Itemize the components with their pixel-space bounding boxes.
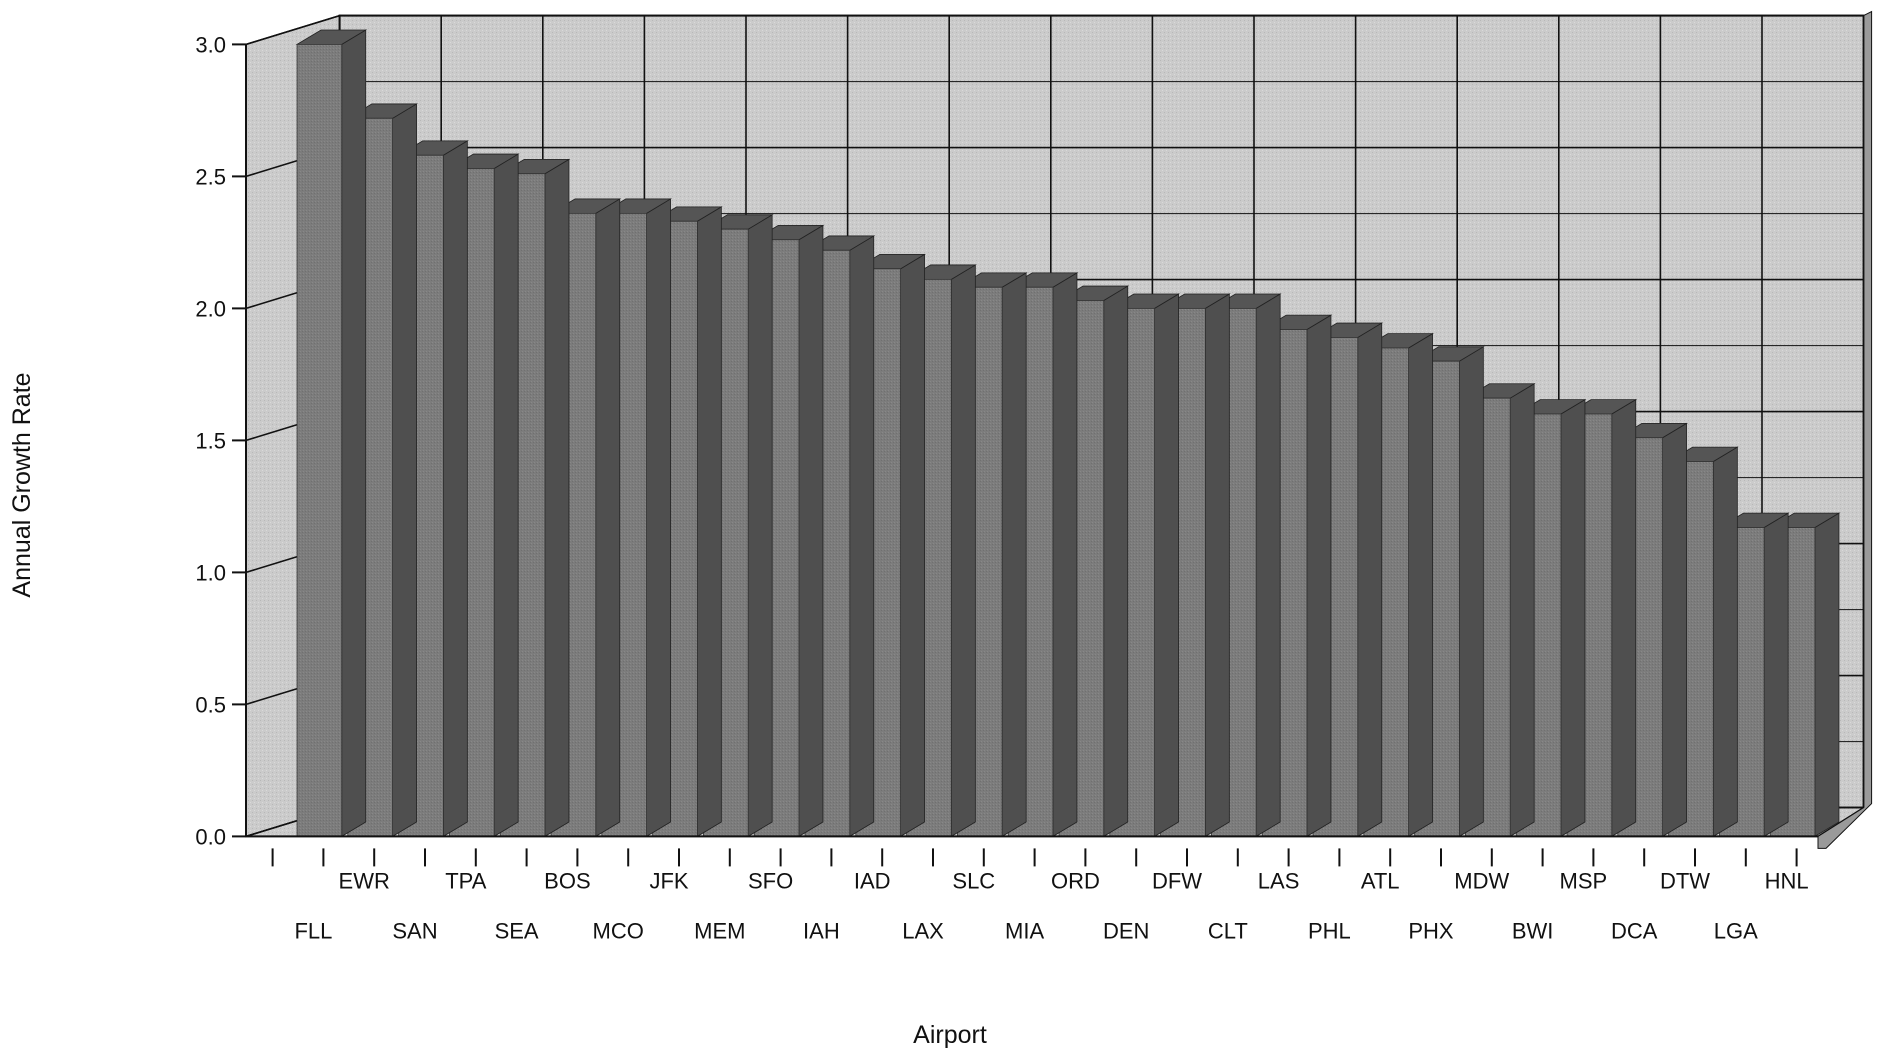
bar-side (1560, 398, 1586, 838)
x-tick-label-DFW: DFW (1152, 868, 1202, 893)
x-tick-label-MDW: MDW (1454, 868, 1509, 893)
bar-side (1204, 293, 1230, 838)
bar-front (296, 44, 343, 837)
x-tick-label-MCO: MCO (593, 918, 644, 943)
bar-side (442, 140, 468, 838)
x-tick-label-LGA: LGA (1714, 918, 1758, 943)
y-tick-label: 2.5 (195, 164, 226, 189)
bar-side (1662, 422, 1687, 838)
x-tick-label-BOS: BOS (544, 868, 590, 893)
x-tick-label-PHL: PHL (1308, 918, 1351, 943)
y-tick-label: 0.0 (195, 824, 226, 849)
bar-side (1154, 293, 1179, 838)
x-tick-label-CLT: CLT (1208, 918, 1248, 943)
bar-side (1408, 332, 1433, 838)
x-tick-label-BWI: BWI (1512, 918, 1554, 943)
x-tick-label-JFK: JFK (649, 868, 688, 893)
bar-side (1357, 322, 1383, 838)
x-tick-label-HNL: HNL (1765, 868, 1809, 893)
bar-side (646, 198, 671, 838)
x-tick-label-IAD: IAD (854, 868, 891, 893)
x-axis-title: Airport (913, 1021, 987, 1049)
x-tick-label-MEM: MEM (694, 918, 745, 943)
bar-side (1052, 272, 1078, 838)
bar-side (493, 153, 519, 838)
x-tick-label-SFO: SFO (748, 868, 793, 893)
x-tick-label-SAN: SAN (392, 918, 437, 943)
bar-side (696, 206, 722, 838)
bar-side (1763, 512, 1789, 838)
x-tick-label-IAH: IAH (803, 918, 840, 943)
bar-side (392, 103, 417, 838)
x-tick-label-TPA: TPA (445, 868, 486, 893)
bar-side (1611, 398, 1637, 838)
bar-side (1458, 346, 1484, 838)
right-edge (1817, 10, 1873, 849)
x-tick-label-ORD: ORD (1051, 868, 1100, 893)
x-tick-label-DTW: DTW (1660, 868, 1710, 893)
y-tick-label: 2.0 (195, 296, 226, 321)
bar-side (1306, 314, 1332, 838)
x-tick-label-MIA: MIA (1005, 918, 1044, 943)
bar-FLL (295, 29, 368, 838)
y-tick-label: 1.0 (195, 560, 226, 585)
bar-side (798, 224, 824, 838)
x-tick-label-DEN: DEN (1103, 918, 1149, 943)
y-axis-title: Annual Growth Rate (8, 372, 36, 597)
x-tick-label-LAX: LAX (902, 918, 944, 943)
x-tick-label-PHX: PHX (1408, 918, 1454, 943)
bar-side (747, 214, 773, 838)
x-tick-label-LAS: LAS (1258, 868, 1300, 893)
bar-side (849, 235, 875, 838)
x-tick-label-FLL: FLL (294, 918, 332, 943)
bar-side (950, 264, 976, 838)
bar-side (900, 253, 925, 838)
y-tick-label: 1.5 (195, 428, 226, 453)
x-tick-label-SEA: SEA (495, 918, 539, 943)
bar-side (1001, 272, 1027, 838)
x-tick-label-EWR: EWR (339, 868, 390, 893)
bar-side (1509, 383, 1535, 838)
chart-axes (232, 43, 1818, 867)
chart-labels: 0.00.51.01.52.02.53.0FLLEWRSANTPASEABOSM… (195, 32, 1808, 943)
bar-side (544, 158, 570, 838)
x-tick-label-MSP: MSP (1560, 868, 1608, 893)
bar-side (595, 198, 621, 838)
chart-bars (295, 29, 1841, 838)
bar-side (1255, 293, 1281, 838)
bar-side (1712, 446, 1738, 838)
bar-side (1814, 512, 1840, 838)
bar-side (1103, 285, 1129, 838)
x-tick-label-DCA: DCA (1611, 918, 1658, 943)
y-tick-label: 0.5 (195, 692, 226, 717)
bar-side (341, 29, 367, 838)
gridline-y-side (245, 14, 340, 46)
x-tick-label-SLC: SLC (952, 868, 995, 893)
x-tick-label-ATL: ATL (1361, 868, 1400, 893)
y-tick-label: 3.0 (195, 32, 226, 57)
